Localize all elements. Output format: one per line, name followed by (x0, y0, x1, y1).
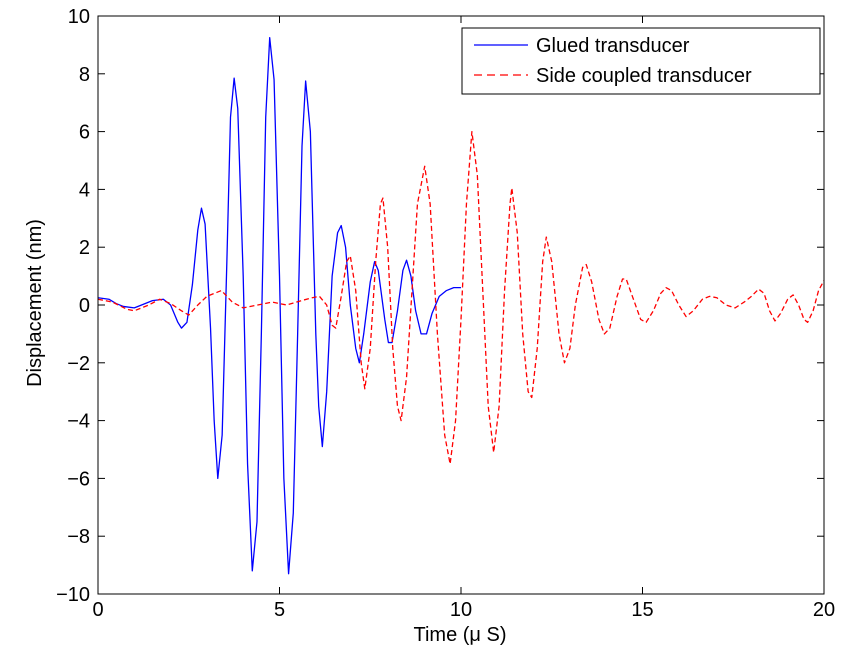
y-tick-label: 10 (68, 6, 90, 28)
y-tick-label: −10 (56, 584, 90, 606)
legend-label-side-coupled: Side coupled transducer (536, 65, 752, 87)
series-line-glued (97, 37, 461, 575)
legend-label-glued: Glued transducer (536, 35, 690, 57)
y-tick-label: 8 (79, 64, 90, 86)
x-axis-label: Time (μ S) (414, 624, 507, 646)
y-tick-label: 6 (79, 122, 90, 144)
x-tick-labels: 0 5 10 15 20 (92, 599, 835, 621)
x-tick-label: 20 (813, 599, 835, 621)
legend-box (461, 27, 821, 95)
x-tick-label: 5 (274, 599, 285, 621)
y-tick-label: 2 (79, 237, 90, 259)
y-tick-label: 0 (79, 295, 90, 317)
y-tick-labels: −10 −8 −6 −4 −2 0 2 4 6 8 10 (56, 6, 90, 606)
y-tick-label: 4 (79, 179, 90, 201)
x-tick-label: 15 (631, 599, 653, 621)
y-tick-label: −6 (67, 468, 90, 490)
y-tick-label: −4 (67, 411, 90, 433)
series-layer (97, 37, 825, 575)
legend: Glued transducer Side coupled transducer (461, 27, 821, 95)
x-tick-label: 0 (92, 599, 103, 621)
y-tick-label: −2 (67, 353, 90, 375)
y-tick-label: −8 (67, 526, 90, 548)
y-axis-label: Displacement (nm) (24, 219, 46, 387)
axis-ticks (97, 15, 825, 595)
x-tick-label: 10 (450, 599, 472, 621)
